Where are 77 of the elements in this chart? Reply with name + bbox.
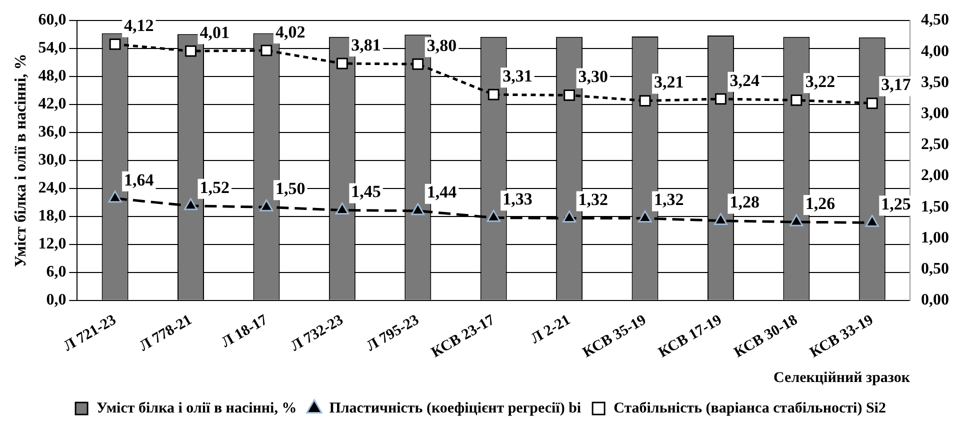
- point: [412, 58, 424, 70]
- y-tick-label: 24,0: [38, 180, 66, 197]
- y2-tick-label: 1,00: [921, 229, 949, 246]
- x-tick-label: КСВ 33-19: [807, 312, 876, 362]
- data-label: 1,33: [502, 190, 532, 209]
- y-axis-title: Уміст білка і олії в насінні, %: [12, 54, 30, 268]
- point: [336, 58, 348, 70]
- data-label: 4,02: [275, 22, 306, 42]
- data-label: 3,30: [578, 67, 608, 86]
- legend-label: Уміст білка і олії в насінні, %: [96, 400, 297, 416]
- point: [638, 210, 652, 223]
- point: [790, 94, 802, 106]
- y-tick-label: 54,0: [38, 40, 66, 57]
- y2-tick-label: 4,50: [921, 12, 949, 29]
- point: [185, 45, 196, 57]
- data-label: 1,26: [805, 194, 836, 213]
- x-tick-label: КСВ 17-19: [656, 312, 725, 362]
- point: [260, 44, 272, 56]
- point: [109, 38, 121, 50]
- point: [866, 98, 878, 109]
- data-label: 4,12: [124, 16, 154, 36]
- point: [562, 210, 576, 223]
- data-label: 3,21: [654, 72, 684, 92]
- y2-tick-label: 0,50: [921, 260, 949, 278]
- point: [639, 95, 651, 106]
- x-tick-label: КСВ 35-19: [580, 312, 649, 362]
- point: [411, 203, 425, 216]
- data-label: 3,81: [351, 35, 381, 54]
- y2-tick-label: 1,50: [921, 198, 949, 216]
- y2-tick-label: 2,00: [921, 167, 949, 184]
- legend-label: Пластичність (коефіцієнт регресії) bi: [329, 400, 582, 416]
- y2-tick-label: 0,00: [921, 292, 949, 309]
- data-label: 3,31: [502, 66, 532, 86]
- point: [335, 202, 349, 214]
- point: [486, 210, 500, 222]
- data-label: 1,32: [578, 190, 608, 210]
- y-tick-label: 42,0: [38, 96, 66, 113]
- point: [260, 199, 274, 212]
- y-tick-label: 12,0: [38, 236, 66, 253]
- x-tick-label: Л 2-21: [528, 312, 574, 348]
- x-tick-label: КСВ 30-18: [732, 312, 800, 362]
- x-axis-title: Селекційний зразок: [774, 370, 910, 386]
- data-label: 3,24: [730, 70, 760, 90]
- y-tick-label: 0,0: [46, 292, 66, 309]
- y2-tick-label: 2,50: [921, 136, 949, 154]
- data-label: 1,64: [124, 170, 154, 190]
- data-label: 1,45: [351, 182, 381, 202]
- y2-tick-label: 3,50: [921, 74, 949, 91]
- point: [184, 198, 198, 210]
- data-label: 3,22: [805, 72, 836, 92]
- point: [564, 90, 576, 101]
- data-label: 1,32: [654, 190, 684, 210]
- y-tick-label: 36,0: [38, 124, 66, 141]
- y-tick-label: 18,0: [38, 208, 66, 225]
- y-tick-label: 48,0: [38, 68, 66, 85]
- data-label: 1,28: [730, 192, 760, 212]
- x-tick-label: Л 18-17: [219, 312, 271, 351]
- point: [865, 214, 879, 227]
- point: [108, 190, 122, 203]
- data-label: 4,01: [200, 22, 230, 42]
- y-tick-label: 30,0: [38, 152, 66, 169]
- data-label: 3,17: [881, 75, 912, 94]
- y-tick-label: 6,0: [46, 264, 66, 281]
- y-tick-label: 60,0: [38, 12, 66, 29]
- point: [715, 93, 726, 105]
- data-label: 1,25: [881, 194, 911, 214]
- data-label: 1,52: [200, 178, 230, 197]
- x-tick-label: КСВ 23-17: [428, 312, 498, 362]
- y2-tick-label: 3,00: [921, 104, 949, 122]
- y2-tick-label: 4,00: [921, 42, 949, 60]
- point: [488, 88, 500, 100]
- data-label: 1,44: [426, 182, 458, 202]
- legend-label: Стабільність (варіанса стабільності) Si2: [614, 400, 886, 416]
- data-label: 3,80: [426, 36, 457, 56]
- point: [790, 214, 804, 226]
- data-label: 1,50: [275, 179, 306, 198]
- point: [714, 213, 728, 226]
